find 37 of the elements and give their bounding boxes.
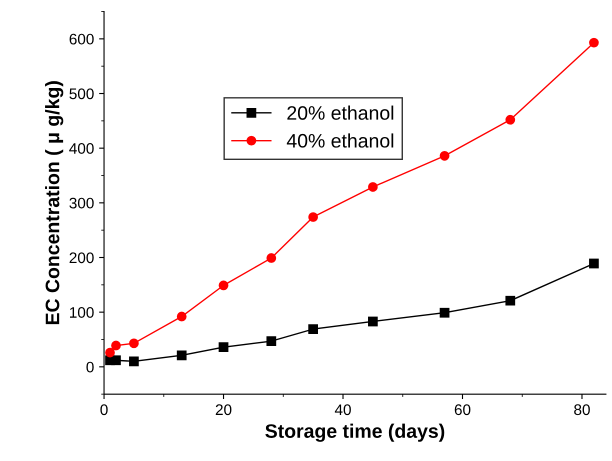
point [176,312,187,322]
point [111,340,121,350]
y-tick-label: 300 [69,198,94,209]
y-tick-label: 600 [70,34,94,45]
legend-label: 20% ethanol [287,106,394,120]
point [266,336,276,346]
point [266,253,276,263]
point [368,182,378,192]
point [589,258,599,268]
point [111,355,121,366]
point [440,308,450,318]
legend-label: 40% ethanol [286,133,394,148]
x-tick-label: 60 [454,404,470,416]
point [368,316,378,326]
point [505,114,516,125]
x-tick-label: 80 [574,404,590,416]
x-tick-label: 40 [334,404,351,416]
y-tick-label: 100 [70,307,94,318]
y-axis-title: EC Concentration ( μ g/kg) [45,81,64,324]
y-tick-label: 400 [69,143,94,154]
point [129,338,139,348]
x-tick-label: 0 [100,404,108,416]
point [505,296,516,306]
y-tick-label: 200 [70,252,94,264]
y-tick-label: 500 [69,88,94,100]
point [129,356,139,366]
point [440,150,450,161]
point [218,342,228,352]
point [308,324,318,334]
point [218,280,228,290]
point [589,38,599,48]
x-axis-title: Storage time (days) [265,424,444,442]
point [176,350,187,360]
x-tick-label: 20 [216,404,232,416]
y-tick-label: 0 [86,362,94,373]
point [105,348,115,358]
point [308,212,318,222]
